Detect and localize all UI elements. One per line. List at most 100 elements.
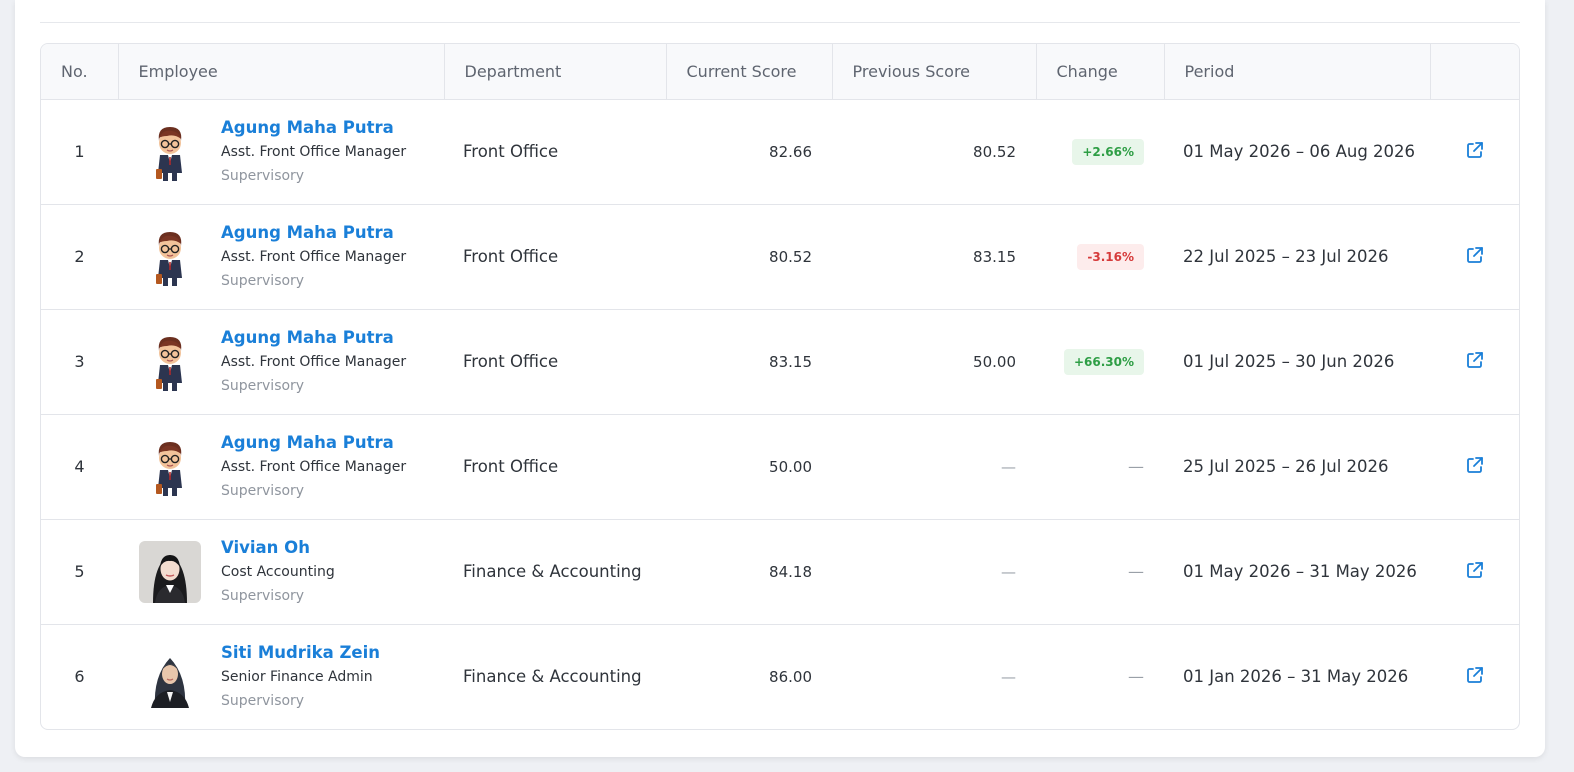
external-link-icon[interactable] xyxy=(1466,456,1484,478)
employee-position: Cost Accounting xyxy=(221,563,335,580)
change-badge: -3.16% xyxy=(1077,243,1144,270)
employee-name-link[interactable]: Agung Maha Putra xyxy=(221,327,394,347)
col-header-employee[interactable]: Employee xyxy=(118,44,445,100)
row-number: 4 xyxy=(41,414,118,520)
employee-position: Senior Finance Admin xyxy=(221,668,373,685)
col-header-change[interactable]: Change xyxy=(1036,44,1165,100)
table-row: 1 Agung Maha Putra Asst. Front Office Mana… xyxy=(41,99,1519,205)
external-link-icon[interactable] xyxy=(1466,246,1484,268)
department: Front Office xyxy=(444,204,666,310)
employee-cell: Siti Mudrika Zein Senior Finance Admin Sup… xyxy=(118,624,444,729)
row-number: 5 xyxy=(41,519,118,625)
current-score: 82.66 xyxy=(666,99,832,205)
change-value: — xyxy=(1128,667,1144,687)
col-header-period[interactable]: Period xyxy=(1164,44,1431,100)
department: Front Office xyxy=(444,99,666,205)
table-row: 4 Agung Maha Putra Asst. Front Office Mana… xyxy=(41,414,1519,520)
change-badge: +66.30% xyxy=(1063,348,1144,375)
current-score: 50.00 xyxy=(666,414,832,520)
previous-score: — xyxy=(832,414,1036,520)
period: 25 Jul 2025 – 26 Jul 2026 xyxy=(1164,414,1430,520)
table-header-row: No. Employee Department Current Score Pr… xyxy=(41,44,1519,100)
table-row: 5 Vivian Oh Cost Accounting Supervisory Fina… xyxy=(41,519,1519,625)
previous-score: 50.00 xyxy=(832,309,1036,415)
score-table-container: No. Employee Department Current Score Pr… xyxy=(40,43,1520,730)
employee-cell: Agung Maha Putra Asst. Front Office Manag… xyxy=(118,414,444,520)
avatar xyxy=(139,120,201,183)
external-link-icon[interactable] xyxy=(1466,561,1484,583)
current-score: 84.18 xyxy=(666,519,832,625)
change-cell: +66.30% xyxy=(1036,309,1164,415)
previous-score: 83.15 xyxy=(832,204,1036,310)
period: 22 Jul 2025 – 23 Jul 2026 xyxy=(1164,204,1430,310)
employee-cell: Agung Maha Putra Asst. Front Office Manag… xyxy=(118,204,444,310)
department: Finance & Accounting xyxy=(444,519,666,625)
employee-name-link[interactable]: Agung Maha Putra xyxy=(221,222,394,242)
department: Front Office xyxy=(444,414,666,520)
employee-name-link[interactable]: Siti Mudrika Zein xyxy=(221,642,381,662)
content-card: No. Employee Department Current Score Pr… xyxy=(15,0,1545,757)
previous-score: 80.52 xyxy=(832,99,1036,205)
period: 01 May 2026 – 31 May 2026 xyxy=(1164,519,1430,625)
period: 01 Jul 2025 – 30 Jun 2026 xyxy=(1164,309,1430,415)
col-header-department[interactable]: Department xyxy=(444,44,667,100)
change-cell: — xyxy=(1036,624,1164,729)
col-header-actions xyxy=(1430,44,1519,100)
col-header-previous-score[interactable]: Previous Score xyxy=(832,44,1037,100)
previous-score: — xyxy=(832,519,1036,625)
employee-name-link[interactable]: Agung Maha Putra xyxy=(221,117,394,137)
employee-level: Supervisory xyxy=(221,482,305,499)
col-header-current-score[interactable]: Current Score xyxy=(666,44,833,100)
table-row: 2 Agung Maha Putra Asst. Front Office Mana… xyxy=(41,204,1519,310)
row-number: 3 xyxy=(41,309,118,415)
employee-cell: Vivian Oh Cost Accounting Supervisory xyxy=(118,519,444,625)
actions-cell xyxy=(1430,309,1519,415)
employee-cell: Agung Maha Putra Asst. Front Office Manag… xyxy=(118,99,444,205)
row-number: 1 xyxy=(41,99,118,205)
avatar xyxy=(139,225,201,288)
change-value: — xyxy=(1128,562,1144,581)
employee-level: Supervisory xyxy=(221,272,305,289)
department: Finance & Accounting xyxy=(463,667,642,687)
change-cell: -3.16% xyxy=(1036,204,1164,310)
department: Front Office xyxy=(444,309,666,415)
employee-name-link[interactable]: Vivian Oh xyxy=(221,537,310,557)
employee-cell: Agung Maha Putra Asst. Front Office Manag… xyxy=(118,309,444,415)
row-number: 6 xyxy=(74,667,85,687)
employee-position: Asst. Front Office Manager xyxy=(221,353,407,370)
change-cell: — xyxy=(1036,519,1164,625)
divider xyxy=(40,22,1520,23)
table-row: 3 Agung Maha Putra Asst. Front Office Mana… xyxy=(41,309,1519,415)
avatar xyxy=(139,435,201,498)
period: 01 May 2026 – 06 Aug 2026 xyxy=(1164,99,1430,205)
change-value: — xyxy=(1128,457,1144,476)
actions-cell xyxy=(1430,414,1519,520)
employee-name-link[interactable]: Agung Maha Putra xyxy=(221,432,394,452)
current-score: 80.52 xyxy=(666,204,832,310)
current-score: 83.15 xyxy=(666,309,832,415)
score-table: No. Employee Department Current Score Pr… xyxy=(41,44,1519,729)
previous-score: — xyxy=(1001,667,1016,686)
employee-level: Supervisory xyxy=(221,587,305,604)
employee-position: Asst. Front Office Manager xyxy=(221,248,407,265)
change-cell: — xyxy=(1036,414,1164,520)
actions-cell xyxy=(1430,204,1519,310)
table-row: 6 Siti Mudrika Zein Senior Finance Admin Su… xyxy=(41,624,1519,729)
period: 01 Jan 2026 – 31 May 2026 xyxy=(1183,667,1409,687)
external-link-icon[interactable] xyxy=(1466,141,1484,163)
change-cell: +2.66% xyxy=(1036,99,1164,205)
employee-level: Supervisory xyxy=(221,167,305,184)
external-link-icon[interactable] xyxy=(1466,666,1484,688)
col-header-no[interactable]: No. xyxy=(41,44,119,100)
avatar xyxy=(139,540,201,603)
avatar xyxy=(139,645,201,708)
external-link-icon[interactable] xyxy=(1466,351,1484,373)
employee-position: Asst. Front Office Manager xyxy=(221,143,407,160)
avatar xyxy=(139,330,201,393)
change-badge: +2.66% xyxy=(1072,138,1144,165)
actions-cell xyxy=(1430,624,1519,729)
employee-level: Supervisory xyxy=(221,377,305,394)
actions-cell xyxy=(1430,99,1519,205)
current-score: 86.00 xyxy=(769,667,812,686)
employee-position: Asst. Front Office Manager xyxy=(221,458,407,475)
